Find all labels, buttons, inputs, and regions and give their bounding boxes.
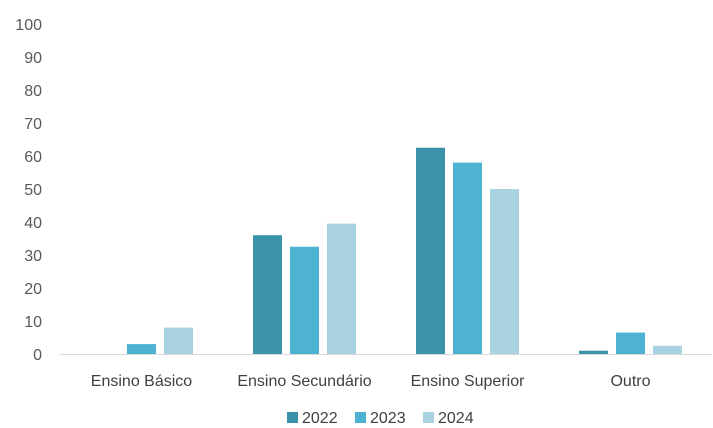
- y-tick-label: 100: [15, 17, 42, 34]
- bar-2022-3: [579, 350, 608, 354]
- y-tick-label: 50: [24, 182, 42, 199]
- bar-2022-1: [253, 235, 282, 354]
- bar-2024-1: [327, 223, 356, 354]
- bar-2023-0: [127, 344, 156, 354]
- legend-swatch-2022: [287, 412, 298, 423]
- y-tick-label: 70: [24, 116, 42, 133]
- x-tick-label: Ensino Secundário: [237, 373, 371, 390]
- bar-2024-3: [653, 345, 682, 354]
- legend-swatch-2024: [423, 412, 434, 423]
- bar-2023-1: [290, 246, 319, 354]
- legend: 2022 2023 2024: [287, 410, 474, 427]
- bar-2023-2: [453, 162, 482, 354]
- y-tick-label: 0: [33, 347, 42, 364]
- legend-swatch-2023: [355, 412, 366, 423]
- x-tick-label: Ensino Superior: [411, 373, 526, 390]
- bar-2022-2: [416, 147, 445, 354]
- y-tick-label: 60: [24, 149, 42, 166]
- legend-label-2022: 2022: [302, 410, 338, 427]
- y-tick-label: 40: [24, 215, 42, 232]
- y-tick-label: 80: [24, 83, 42, 100]
- legend-label-2023: 2023: [370, 410, 406, 427]
- bar-2024-2: [490, 189, 519, 354]
- x-tick-label: Outro: [610, 373, 650, 390]
- bar-2023-3: [616, 332, 645, 354]
- y-tick-label: 30: [24, 248, 42, 265]
- y-axis: 0 10 20 30 40 50 60 70 80 90 100: [15, 17, 42, 364]
- bars: [127, 147, 682, 354]
- y-tick-label: 10: [24, 314, 42, 331]
- bar-2024-0: [164, 327, 193, 354]
- y-tick-label: 20: [24, 281, 42, 298]
- legend-label-2024: 2024: [438, 410, 474, 427]
- x-axis: Ensino Básico Ensino Secundário Ensino Sup…: [91, 373, 651, 390]
- y-tick-label: 90: [24, 50, 42, 67]
- x-tick-label: Ensino Básico: [91, 373, 192, 390]
